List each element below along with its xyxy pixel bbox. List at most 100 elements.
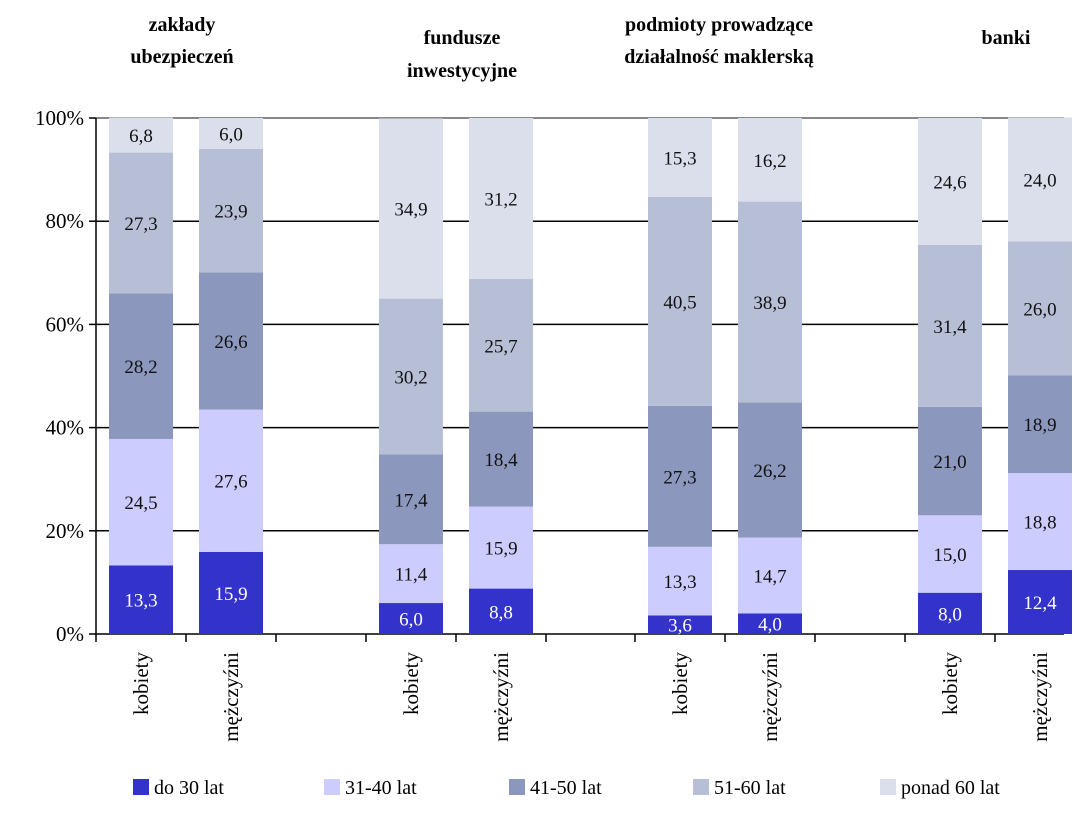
y-tick-label: 100% [35, 106, 84, 130]
bar-segment [648, 118, 712, 197]
y-tick-label: 20% [46, 519, 85, 543]
legend-swatch [880, 779, 896, 795]
data-label: 24,0 [1023, 170, 1056, 191]
legend-swatch [509, 779, 525, 795]
group-titles: zakłady ubezpieczeń fundusze inwestycyjne po… [130, 14, 1031, 82]
data-label: 14,7 [753, 566, 786, 587]
data-label: 8,8 [489, 602, 513, 623]
bar-segment [1008, 117, 1072, 242]
data-label: 18,8 [1023, 513, 1056, 534]
x-category-label: mężczyźni [758, 652, 782, 742]
data-label: 15,0 [933, 545, 966, 566]
data-label: 27,3 [124, 214, 157, 235]
bar-segment [648, 405, 712, 547]
legend-swatch [324, 779, 340, 795]
data-label: 27,3 [663, 467, 696, 488]
y-tick-label: 40% [46, 416, 85, 440]
y-tick-label: 60% [46, 312, 85, 336]
x-category-label: mężczyźni [1028, 652, 1052, 742]
y-tick-label: 80% [46, 209, 85, 233]
bar-segment [918, 406, 982, 516]
legend: do 30 lat 31-40 lat 41-50 lat 51-60 lat pona… [133, 777, 1000, 799]
bar-segment [199, 551, 263, 634]
data-label: 18,4 [484, 450, 518, 471]
bar-segment [918, 592, 982, 634]
group-title: podmioty prowadzące [625, 14, 813, 36]
segment-labels: 13,3 24,5 28,2 27,3 6,8 15,9 27,6 26,6 23,9 6,0 6,… [124, 124, 1057, 636]
data-label: 8,0 [938, 604, 962, 625]
x-category-label: kobiety [668, 652, 692, 715]
bar-segment [379, 298, 443, 455]
x-category-label: mężczyźni [219, 652, 243, 742]
data-label: 11,4 [395, 565, 428, 586]
axes: 0% 20% 40% 60% 80% 100% kobiety mężczyźni kobiet… [35, 106, 1064, 742]
data-label: 21,0 [933, 452, 966, 473]
legend-swatch [133, 779, 149, 795]
data-label: 28,2 [124, 357, 157, 378]
group-title: banki [982, 27, 1031, 49]
data-label: 30,2 [394, 368, 427, 389]
bar-segment [109, 565, 173, 634]
data-label: 15,3 [663, 148, 696, 169]
data-label: 3,6 [668, 616, 692, 637]
x-category-label: mężczyźni [489, 652, 513, 742]
data-label: 13,3 [663, 572, 696, 593]
bar-segment [379, 454, 443, 545]
data-label: 31,2 [484, 189, 517, 210]
legend-label: do 30 lat [154, 777, 224, 799]
data-label: 31,4 [933, 317, 967, 338]
group-title: ubezpieczeń [130, 46, 233, 68]
bar-segment [379, 118, 443, 299]
bar-segment [199, 272, 263, 410]
bar-segment [469, 411, 533, 507]
x-category-label: kobiety [938, 652, 962, 715]
y-tick-label: 0% [56, 622, 84, 646]
legend-label: 31-40 lat [345, 777, 417, 799]
group-title: działalność maklerską [624, 46, 813, 68]
data-label: 12,4 [1023, 593, 1057, 614]
bar-segment [918, 118, 982, 245]
bar-segment [738, 201, 802, 403]
group-title: fundusze [424, 27, 501, 49]
data-label: 27,6 [214, 472, 247, 493]
group-title: zakłady [149, 14, 216, 36]
bar-segment [648, 196, 712, 406]
bar-segment [379, 603, 443, 634]
data-label: 18,9 [1023, 415, 1056, 436]
bar-segment [199, 118, 263, 149]
bar-segment [199, 409, 263, 552]
data-label: 34,9 [394, 200, 427, 221]
data-label: 23,9 [214, 202, 247, 223]
data-label: 6,0 [399, 610, 423, 631]
bar-segment [918, 515, 982, 593]
bar-segment [469, 278, 533, 412]
data-label: 25,7 [484, 336, 517, 357]
bar-segment [1008, 473, 1072, 571]
bar-segment [738, 613, 802, 634]
bar-segment [109, 117, 173, 153]
bar-segment [738, 402, 802, 538]
legend-label: 41-50 lat [530, 777, 602, 799]
x-category-label: kobiety [399, 652, 423, 715]
legend-label: ponad 60 lat [901, 777, 1000, 799]
data-label: 15,9 [484, 539, 517, 560]
data-label: 24,5 [124, 493, 157, 514]
bar-segment [199, 148, 263, 273]
bar-segment [109, 293, 173, 439]
x-category-label: kobiety [129, 652, 153, 715]
data-label: 38,9 [753, 293, 786, 314]
bar-segment [1008, 241, 1072, 376]
group-title: inwestycyjne [407, 60, 517, 82]
bar-segment [1008, 570, 1072, 634]
bar-segment [469, 588, 533, 634]
data-label: 16,2 [753, 151, 786, 172]
data-label: 4,0 [758, 615, 782, 636]
legend-label: 51-60 lat [714, 777, 786, 799]
bar-segment [738, 537, 802, 614]
bar-segment [109, 438, 173, 566]
data-label: 24,6 [933, 172, 966, 193]
data-label: 26,6 [214, 332, 247, 353]
bar-segment [648, 615, 712, 634]
data-label: 26,0 [1023, 299, 1056, 320]
